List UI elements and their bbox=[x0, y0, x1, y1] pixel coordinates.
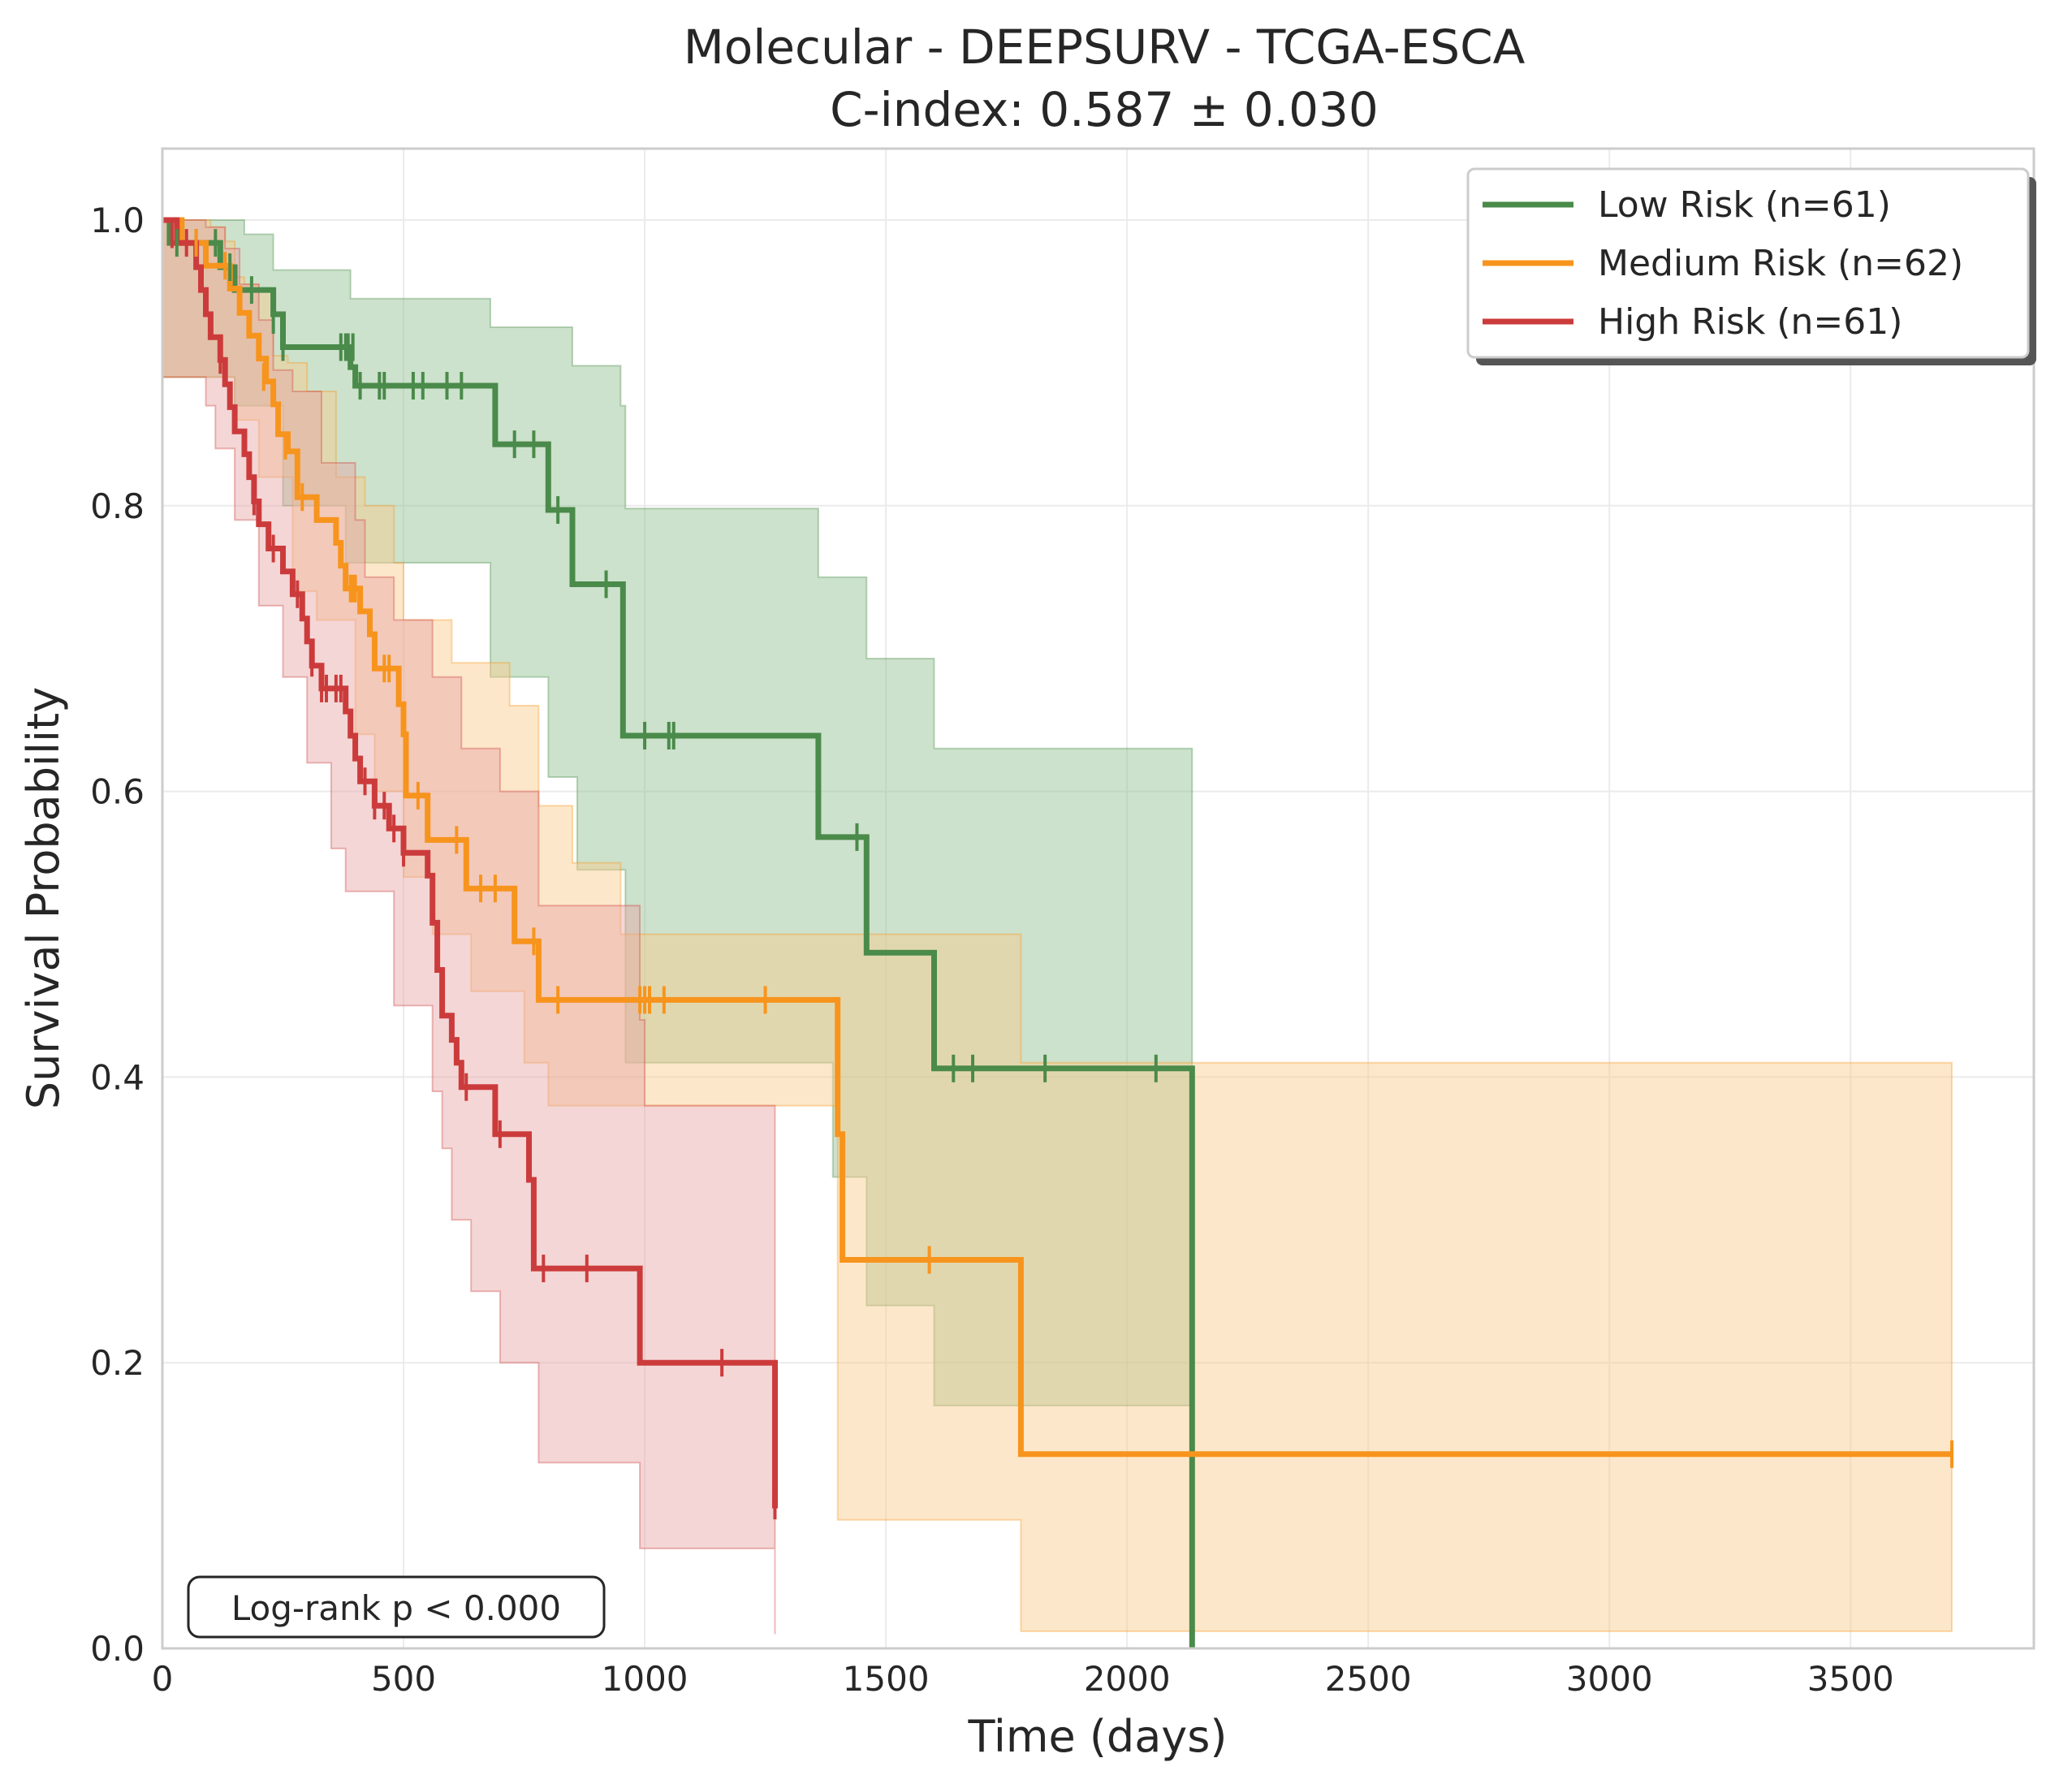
plot-frame bbox=[161, 147, 2035, 1650]
x-axis-ticks: 0 500 1000 1500 2000 2500 3000 3500 bbox=[152, 1659, 1894, 1699]
grid bbox=[162, 149, 2034, 1649]
y-tick-label: 1.0 bbox=[90, 201, 145, 240]
x-tick-label: 1000 bbox=[602, 1659, 689, 1699]
y-tick-label: 0.0 bbox=[90, 1629, 145, 1669]
y-axis-ticks: 0.0 0.2 0.4 0.6 0.8 1.0 bbox=[90, 201, 145, 1669]
logrank-text: Log-rank p < 0.000 bbox=[231, 1588, 561, 1628]
chart-title: Molecular - DEEPSURV - TCGA-ESCA bbox=[684, 19, 1526, 75]
y-tick-label: 0.4 bbox=[90, 1057, 145, 1097]
confidence-bands bbox=[162, 219, 1953, 1635]
legend-box bbox=[1466, 167, 2030, 359]
chart-subtitle: C-index: 0.587 ± 0.030 bbox=[830, 82, 1379, 137]
y-tick-label: 0.2 bbox=[90, 1343, 145, 1383]
legend-label-0: Low Risk (n=61) bbox=[1598, 184, 1891, 226]
confidence-band-2 bbox=[162, 219, 776, 1635]
plot-area bbox=[162, 149, 2034, 1648]
logrank-annotation: Log-rank p < 0.000 bbox=[187, 1575, 606, 1639]
survival-line-1 bbox=[162, 217, 1952, 1458]
x-tick-label: 3000 bbox=[1566, 1659, 1653, 1699]
legend: Low Risk (n=61) Medium Risk (n=62) High Ri… bbox=[1466, 167, 2036, 365]
y-tick-label: 0.8 bbox=[90, 486, 145, 526]
x-tick-label: 500 bbox=[371, 1659, 436, 1699]
confidence-band-0 bbox=[162, 219, 1194, 1406]
x-tick-label: 2000 bbox=[1084, 1659, 1171, 1699]
x-tick-label: 1500 bbox=[843, 1659, 930, 1699]
x-tick-label: 2500 bbox=[1325, 1659, 1412, 1699]
legend-label-1: Medium Risk (n=62) bbox=[1598, 243, 1963, 284]
x-tick-label: 0 bbox=[152, 1659, 174, 1699]
legend-items: Low Risk (n=61) Medium Risk (n=62) High Ri… bbox=[1483, 184, 1963, 343]
logrank-box bbox=[187, 1575, 606, 1639]
x-tick-label: 3500 bbox=[1807, 1659, 1894, 1699]
y-axis-label: Survival Probability bbox=[18, 687, 69, 1109]
x-axis-label: Time (days) bbox=[968, 1711, 1228, 1762]
y-tick-label: 0.6 bbox=[90, 772, 145, 812]
legend-label-2: High Risk (n=61) bbox=[1598, 301, 1902, 343]
censor-marks bbox=[170, 220, 1954, 1520]
